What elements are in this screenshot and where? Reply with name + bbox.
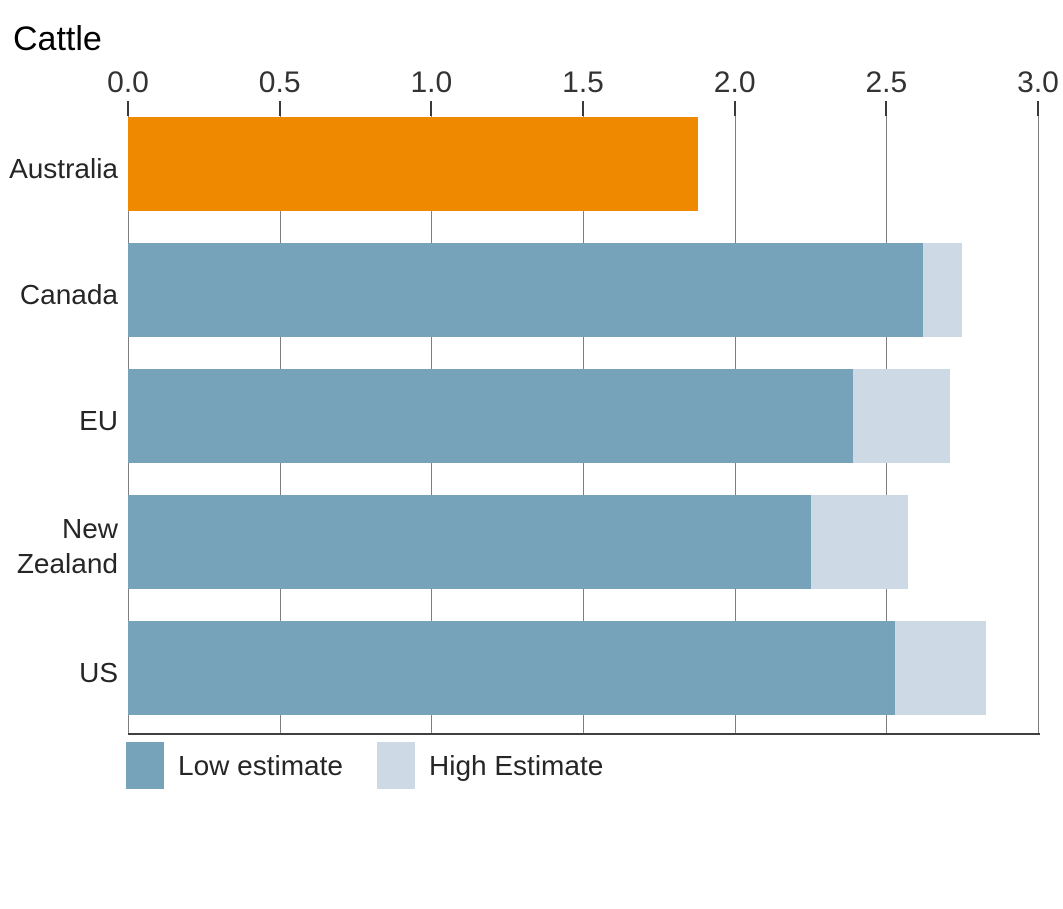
legend: Low estimate High Estimate	[0, 742, 1063, 790]
bar-row-us	[128, 621, 1038, 715]
bar-row-australia	[128, 117, 1038, 211]
bar-eu-high-estimate	[852, 369, 951, 463]
high-estimate-swatch	[377, 742, 415, 789]
legend-item-high-estimate: High Estimate	[377, 742, 603, 789]
chart-title: Cattle	[13, 20, 102, 58]
x-tick-mark-0.0	[127, 101, 129, 116]
x-tick-mark-0.5	[278, 101, 281, 116]
x-tick-label-1.0: 1.0	[410, 66, 453, 99]
x-tick-mark-2.0	[733, 101, 736, 116]
x-tick-mark-3.0	[1037, 101, 1039, 116]
x-axis-baseline	[128, 733, 1040, 735]
legend-item-low-estimate: Low estimate	[126, 742, 343, 789]
category-label-australia: Australia	[9, 152, 118, 184]
x-tick-label-0.0: 0.0	[107, 66, 149, 99]
x-tick-label-2.0: 2.0	[713, 66, 756, 99]
gridline-3.0	[1038, 101, 1039, 735]
legend-label-low-estimate: Low estimate	[178, 749, 343, 781]
category-label-canada: Canada	[19, 278, 118, 310]
bar-us-high-estimate	[895, 621, 987, 715]
bar-new-zealand-high-estimate	[810, 495, 908, 589]
bar-new-zealand-low-estimate	[128, 495, 811, 589]
bar-australia	[128, 117, 699, 211]
low-estimate-swatch	[126, 742, 164, 789]
category-label-eu: EU	[79, 404, 118, 436]
bar-canada-high-estimate	[922, 243, 963, 337]
bar-row-new-zealand	[128, 495, 1038, 589]
x-tick-mark-1.0	[430, 101, 433, 116]
bar-row-canada	[128, 243, 1038, 337]
bar-us-low-estimate	[128, 621, 896, 715]
bar-eu-low-estimate	[128, 369, 853, 463]
category-label-us: US	[79, 656, 118, 688]
x-tick-mark-1.5	[582, 101, 584, 116]
x-tick-label-1.5: 1.5	[562, 66, 604, 99]
x-tick-label-3.0: 3.0	[1017, 66, 1059, 99]
bar-row-eu	[128, 369, 1038, 463]
bar-canada-low-estimate	[128, 243, 923, 337]
legend-label-high-estimate: High Estimate	[429, 749, 604, 781]
category-label-new-zealand: New Zealand	[16, 513, 118, 579]
x-tick-label-0.5: 0.5	[258, 66, 301, 99]
x-tick-mark-2.5	[885, 101, 888, 116]
x-tick-label-2.5: 2.5	[865, 66, 908, 99]
